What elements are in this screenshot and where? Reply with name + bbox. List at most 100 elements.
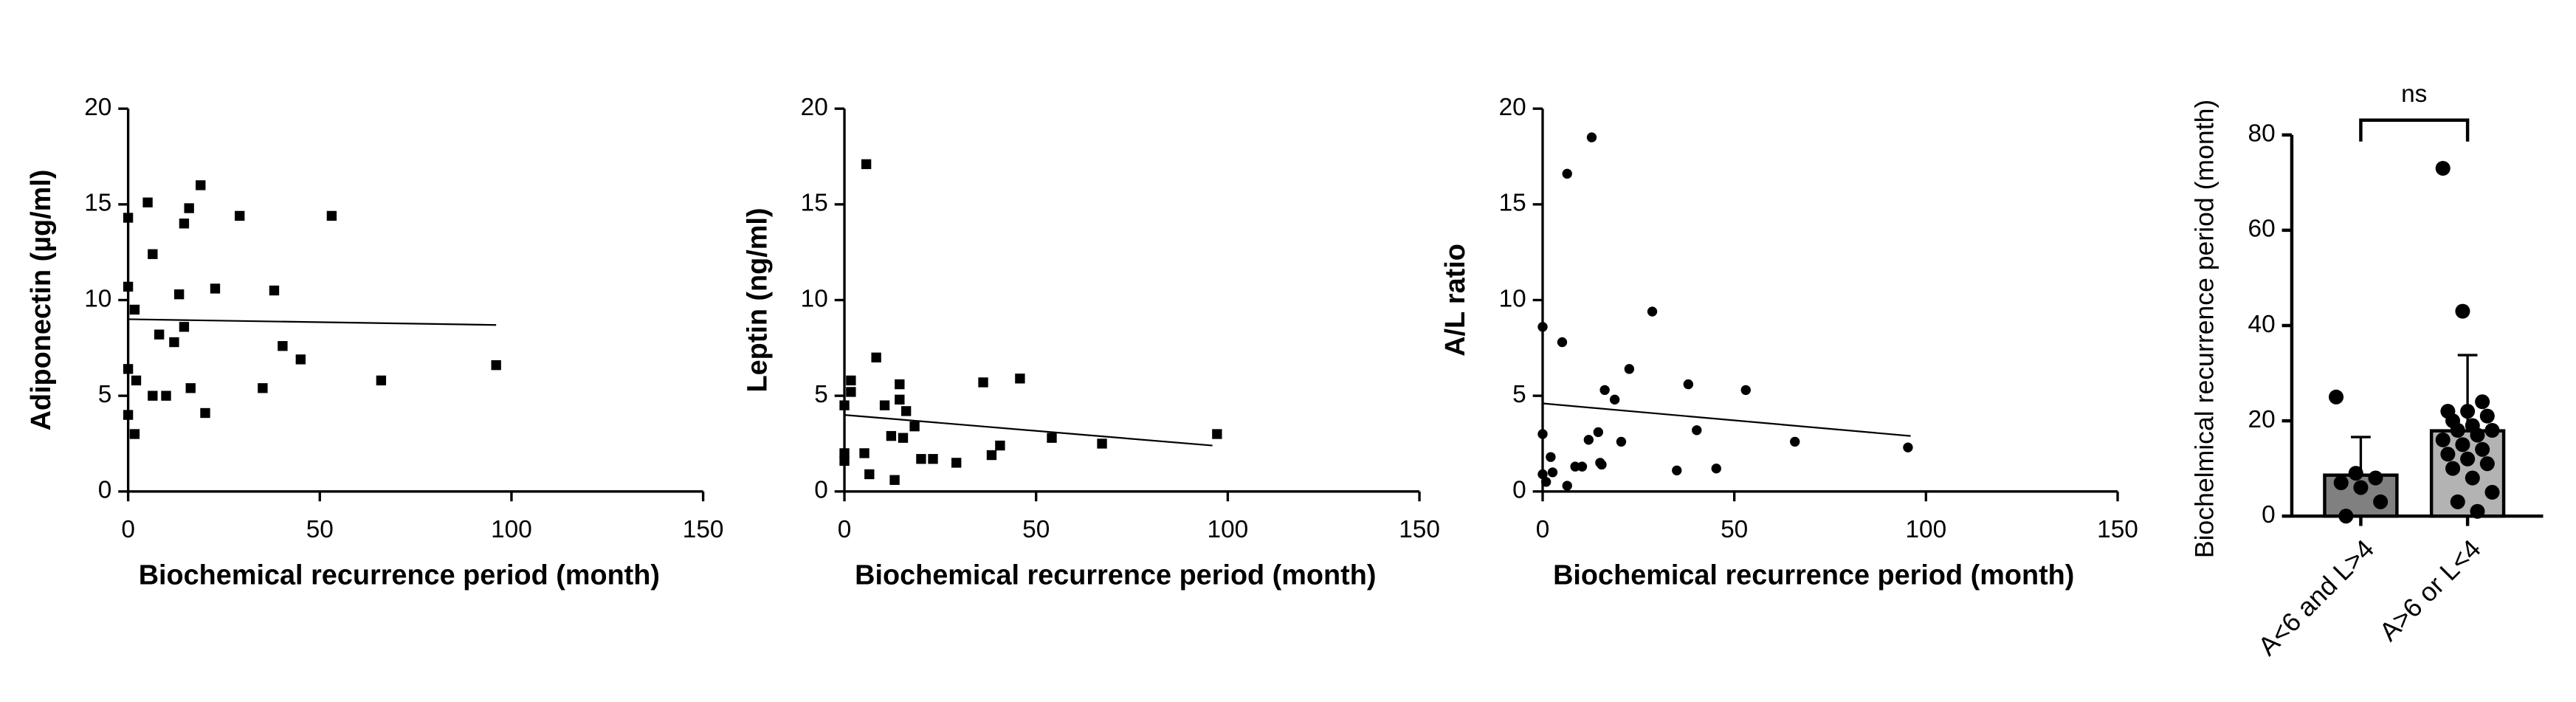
y-tick-label: 0 [814,477,828,504]
point [258,383,268,393]
point [861,159,872,170]
point [179,322,190,332]
point [269,285,280,296]
data-point [2470,427,2485,443]
point [1609,394,1620,405]
x-tick-label: 150 [683,516,724,543]
point [1740,385,1751,396]
data-point [2353,480,2369,495]
point [148,249,158,259]
y-tick-label: 15 [84,190,111,217]
x-tick-label: 0 [121,516,135,543]
point [951,458,962,468]
point [871,352,881,362]
x-tick-label: 50 [1721,516,1748,543]
point [859,448,869,458]
y-axis-title: Biochelmical recurrence period (month) [2190,100,2219,558]
point [839,400,850,410]
point [1540,477,1552,487]
y-tick-label: 0 [2262,501,2276,529]
point [210,283,221,294]
data-point [2479,456,2495,472]
data-point [2455,437,2470,452]
y-tick-label: 5 [814,381,828,408]
x-tick-label: 50 [1022,516,1050,543]
point [1047,433,1057,443]
y-tick-label: 0 [1512,477,1526,504]
data-point [2460,404,2476,419]
data-point [2445,461,2461,476]
y-tick-label: 5 [98,381,112,408]
point [123,213,134,223]
data-point [2479,408,2495,424]
data-point [2333,475,2349,491]
point [278,341,288,351]
x-tick-label: 0 [1536,516,1550,543]
point [1537,322,1548,332]
point [142,197,153,207]
x-tick-label: 100 [1208,516,1249,543]
point [846,375,856,386]
point [909,421,920,432]
data-point [2450,422,2465,438]
y-tick-label: 15 [1499,190,1526,217]
point [1616,436,1627,447]
point [1557,337,1568,348]
x-tick-label: 150 [2097,516,2138,543]
point [1790,436,1800,447]
point [1562,481,1572,491]
point [1537,429,1548,439]
point [491,359,501,371]
point [129,429,140,439]
point [1586,132,1597,142]
data-point [2465,470,2480,486]
x-axis-title: Biochemical recurrence period (month) [139,560,660,591]
data-point [2435,432,2451,447]
x-tick-label: 150 [1399,516,1440,543]
point [123,281,134,292]
y-tick-label: 80 [2248,120,2276,148]
point [148,390,158,401]
point [864,469,875,480]
data-point [2475,394,2490,410]
point [1577,461,1588,472]
data-point [2348,466,2363,481]
y-tick-label: 10 [1499,285,1526,312]
y-tick-label: 60 [2248,216,2276,243]
y-tick-label: 10 [801,285,828,312]
y-tick-label: 5 [1512,381,1526,408]
y-tick-label: 10 [84,285,111,312]
data-point [2475,441,2490,457]
y-axis-title: Adiponectin (µg/ml) [26,170,57,431]
y-tick-label: 15 [801,190,828,217]
trend-line [844,413,1213,447]
x-axis-title: Biochemical recurrence period (month) [1553,560,2074,591]
y-tick-label: 0 [98,477,112,504]
point [1683,379,1694,390]
trend-line [128,318,497,326]
point [129,304,140,315]
data-point [2368,470,2383,486]
x-tick-label: 0 [838,516,852,543]
point [895,394,905,405]
y-tick-label: 20 [2248,406,2276,433]
data-point [2373,494,2389,509]
point [326,210,337,221]
y-tick-label: 20 [1499,94,1526,121]
point [179,218,190,229]
point [235,210,245,221]
trend-line [1542,402,1911,437]
x-tick-label: 100 [1905,516,1946,543]
point [123,410,134,420]
point [184,203,194,213]
point [839,448,850,458]
point [1624,364,1635,374]
significance-bracket [2359,118,2470,142]
point [846,387,856,397]
point [1597,459,1607,470]
data-point [2440,447,2456,462]
point [986,450,997,461]
point [196,180,206,190]
point [839,455,850,466]
